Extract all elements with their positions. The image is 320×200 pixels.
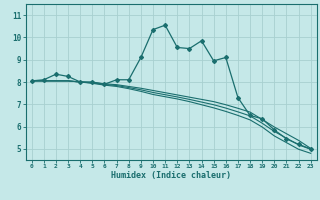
X-axis label: Humidex (Indice chaleur): Humidex (Indice chaleur) <box>111 171 231 180</box>
